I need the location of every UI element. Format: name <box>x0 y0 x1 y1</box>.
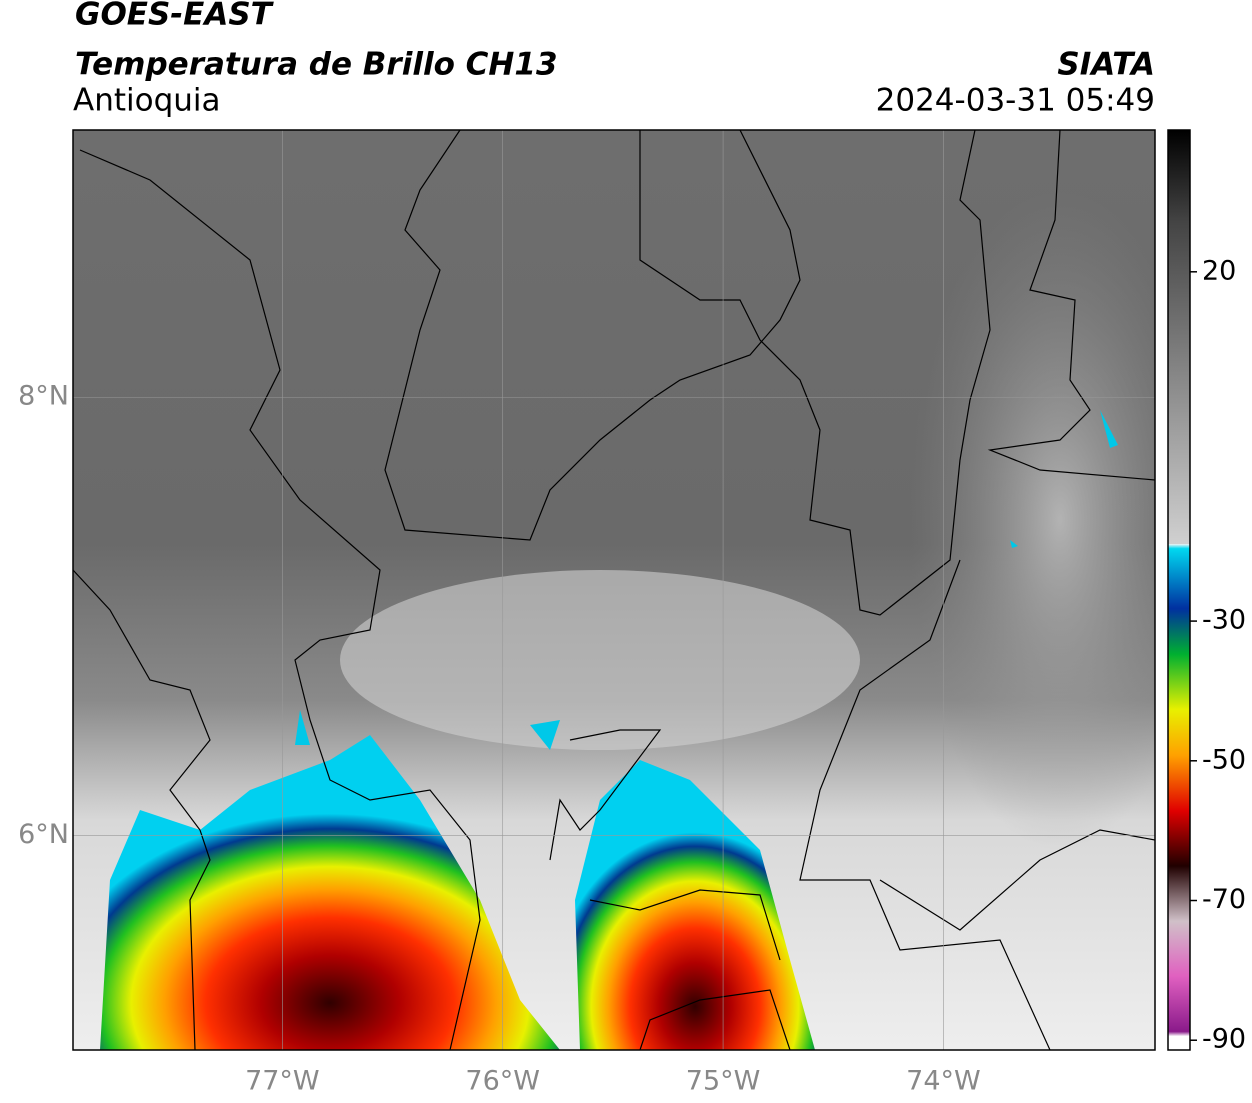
colorbar-tick-label: -50 <box>1202 744 1246 775</box>
lon-tick-label: 77°W <box>245 1066 320 1097</box>
colorbar-tick-label: -30 <box>1202 605 1246 636</box>
colorbar-tick-label: -90 <box>1202 1024 1246 1055</box>
map-image <box>73 130 1155 1050</box>
colorbar-tick-label: -70 <box>1202 884 1246 915</box>
satellite-title: GOES-EAST <box>75 0 275 33</box>
lon-tick-label: 76°W <box>465 1066 540 1097</box>
lat-tick-label: 8°N <box>18 381 69 412</box>
colorbar <box>1167 129 1191 1051</box>
lat-tick-label: 6°N <box>18 819 69 850</box>
map-frame <box>72 129 1156 1051</box>
source-label: SIATA <box>1057 47 1155 83</box>
lon-tick-label: 75°W <box>686 1066 761 1097</box>
product-title: Temperatura de Brillo CH13 <box>75 47 558 83</box>
lon-tick-label: 74°W <box>906 1066 981 1097</box>
colorbar-tick-label: 20 <box>1202 255 1236 286</box>
region-label: Antioquia <box>73 83 221 119</box>
datetime-label: 2024-03-31 05:49 <box>876 83 1155 119</box>
